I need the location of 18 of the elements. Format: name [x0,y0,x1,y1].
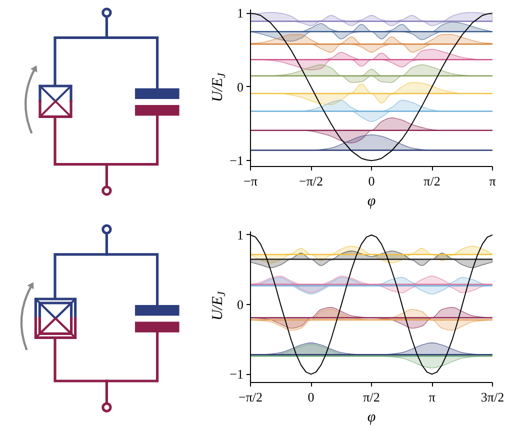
x-tick-label: −π/2 [298,174,324,188]
y-tick-label: 0 [237,297,244,312]
x-axis-title: φ [367,410,376,426]
x-tick-label: π/2 [424,174,440,188]
x-tick-label: −π/2 [238,390,263,404]
y-tick-label: 1 [237,227,244,242]
x-tick-label: 3π/2 [480,390,504,404]
x-tick-label: 0 [308,390,314,404]
y-tick-label: −1 [230,153,244,168]
y-tick-label: 1 [237,6,244,21]
x-tick-label: π/2 [363,390,380,404]
x-tick-label: π [489,174,496,188]
x-axis-title: φ [367,194,376,210]
y-tick-label: 0 [237,79,244,94]
x-tick-label: −π [244,174,258,188]
x-tick-label: π [428,390,436,404]
x-tick-label: 0 [368,174,375,188]
y-tick-label: −1 [230,366,244,382]
